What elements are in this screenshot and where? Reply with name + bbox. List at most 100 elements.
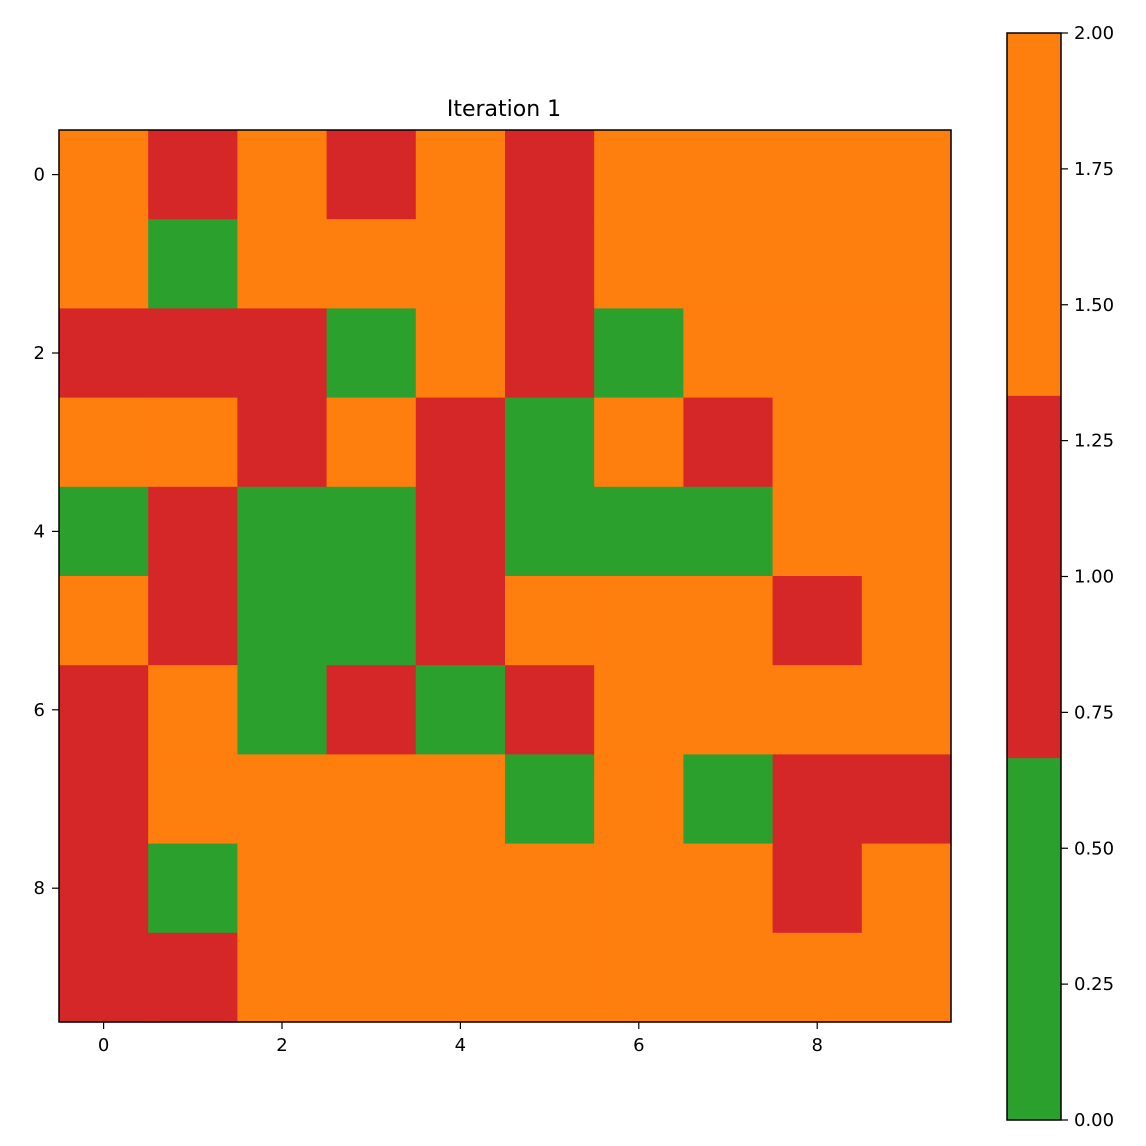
heatmap-cell xyxy=(505,665,595,755)
heatmap-cell xyxy=(148,130,238,220)
colorbar-tick-label: 0.75 xyxy=(1074,702,1114,723)
y-tick-label: 4 xyxy=(34,521,45,542)
heatmap-cell xyxy=(237,932,328,1023)
heatmap-cell xyxy=(594,486,684,577)
heatmap-cell xyxy=(683,665,774,755)
heatmap-cell xyxy=(505,308,595,399)
heatmap-cell xyxy=(683,843,774,934)
heatmap-cell xyxy=(772,843,863,934)
heatmap-cell xyxy=(326,932,417,1023)
heatmap-cell xyxy=(772,219,863,309)
heatmap-cell xyxy=(772,130,863,220)
heatmap-cell xyxy=(772,932,863,1023)
heatmap-cell xyxy=(59,130,149,220)
x-tick-label: 6 xyxy=(633,1035,644,1056)
heatmap-cell xyxy=(415,486,506,577)
heatmap-cell xyxy=(415,219,506,309)
heatmap-cell xyxy=(594,665,684,755)
heatmap-cell xyxy=(505,397,595,488)
heatmap-cell xyxy=(861,576,952,666)
heatmap-cell xyxy=(326,665,417,755)
heatmap-cell xyxy=(594,932,684,1023)
heatmap-cell xyxy=(148,397,238,488)
heatmap-cell xyxy=(326,486,417,577)
heatmap-cell xyxy=(326,843,417,934)
heatmap-cell xyxy=(505,219,595,309)
heatmap-cell xyxy=(861,397,952,488)
heatmap-cell xyxy=(237,665,328,755)
heatmap-cell xyxy=(415,932,506,1023)
heatmap-cell xyxy=(148,486,238,577)
heatmap-cell xyxy=(505,486,595,577)
heatmap-cell xyxy=(415,576,506,666)
heatmap-cell xyxy=(594,219,684,309)
heatmap-cell xyxy=(59,754,149,845)
heatmap-cell xyxy=(59,576,149,666)
heatmap-cell xyxy=(59,397,149,488)
heatmap-cell xyxy=(326,130,417,220)
chart-title: Iteration 1 xyxy=(447,97,561,122)
colorbar-tick-label: 1.75 xyxy=(1074,159,1114,180)
heatmap-cell xyxy=(594,576,684,666)
heatmap-cell xyxy=(415,397,506,488)
plot-frame xyxy=(58,129,952,1023)
heatmap-cell xyxy=(237,308,328,399)
x-tick-label: 8 xyxy=(811,1035,822,1056)
heatmap-cell xyxy=(683,754,774,845)
heatmap-cell xyxy=(148,219,238,309)
heatmap-cell xyxy=(861,665,952,755)
heatmap-cell xyxy=(237,397,328,488)
heatmap-cell xyxy=(594,308,684,399)
heatmap-cell xyxy=(59,932,149,1023)
heatmap-cell xyxy=(237,843,328,934)
heatmap-cell xyxy=(237,486,328,577)
heatmap-cell xyxy=(772,486,863,577)
heatmap-cell xyxy=(326,576,417,666)
heatmap-cell xyxy=(861,754,952,845)
heatmap-cell xyxy=(683,130,774,220)
heatmap-cell xyxy=(59,665,149,755)
y-tick-label: 0 xyxy=(34,165,45,186)
heatmap-cell xyxy=(772,665,863,755)
heatmap-cell xyxy=(683,219,774,309)
y-axis: 0 2 4 6 8 xyxy=(34,165,59,899)
heatmap-cell xyxy=(237,754,328,845)
heatmap-cell xyxy=(59,219,149,309)
heatmap-cell xyxy=(505,843,595,934)
heatmap-cell xyxy=(505,754,595,845)
heatmap-cell xyxy=(683,932,774,1023)
x-tick-label: 2 xyxy=(276,1035,287,1056)
heatmap-cell xyxy=(594,843,684,934)
heatmap-cell xyxy=(683,576,774,666)
colorbar-segment xyxy=(1007,395,1061,759)
heatmap-cell xyxy=(861,308,952,399)
heatmap-cell xyxy=(683,397,774,488)
heatmap-cell xyxy=(326,397,417,488)
heatmap-cell xyxy=(59,308,149,399)
heatmap-cell xyxy=(326,308,417,399)
colorbar-tick-label: 0.00 xyxy=(1074,1110,1114,1131)
heatmap-cell xyxy=(326,754,417,845)
heatmap-cell xyxy=(415,754,506,845)
heatmap-cell xyxy=(148,754,238,845)
heatmap-cell xyxy=(772,754,863,845)
heatmap-cell xyxy=(148,843,238,934)
heatmap-cell xyxy=(148,932,238,1023)
heatmap-cell xyxy=(148,308,238,399)
colorbar-segment xyxy=(1007,33,1061,396)
heatmap-cell xyxy=(237,219,328,309)
x-tick-label: 4 xyxy=(455,1035,466,1056)
heatmap-cell xyxy=(861,130,952,220)
heatmap-cell xyxy=(505,932,595,1023)
colorbar xyxy=(1007,33,1061,1121)
heatmap-cell xyxy=(237,576,328,666)
heatmap-cell xyxy=(772,397,863,488)
heatmap-cell xyxy=(59,486,149,577)
colorbar-tick-label: 1.50 xyxy=(1074,295,1114,316)
heatmap-cell xyxy=(683,308,774,399)
colorbar-segment xyxy=(1007,757,1061,1121)
heatmap-cell xyxy=(415,308,506,399)
heatmap-cell xyxy=(861,219,952,309)
heatmap-cell xyxy=(772,576,863,666)
